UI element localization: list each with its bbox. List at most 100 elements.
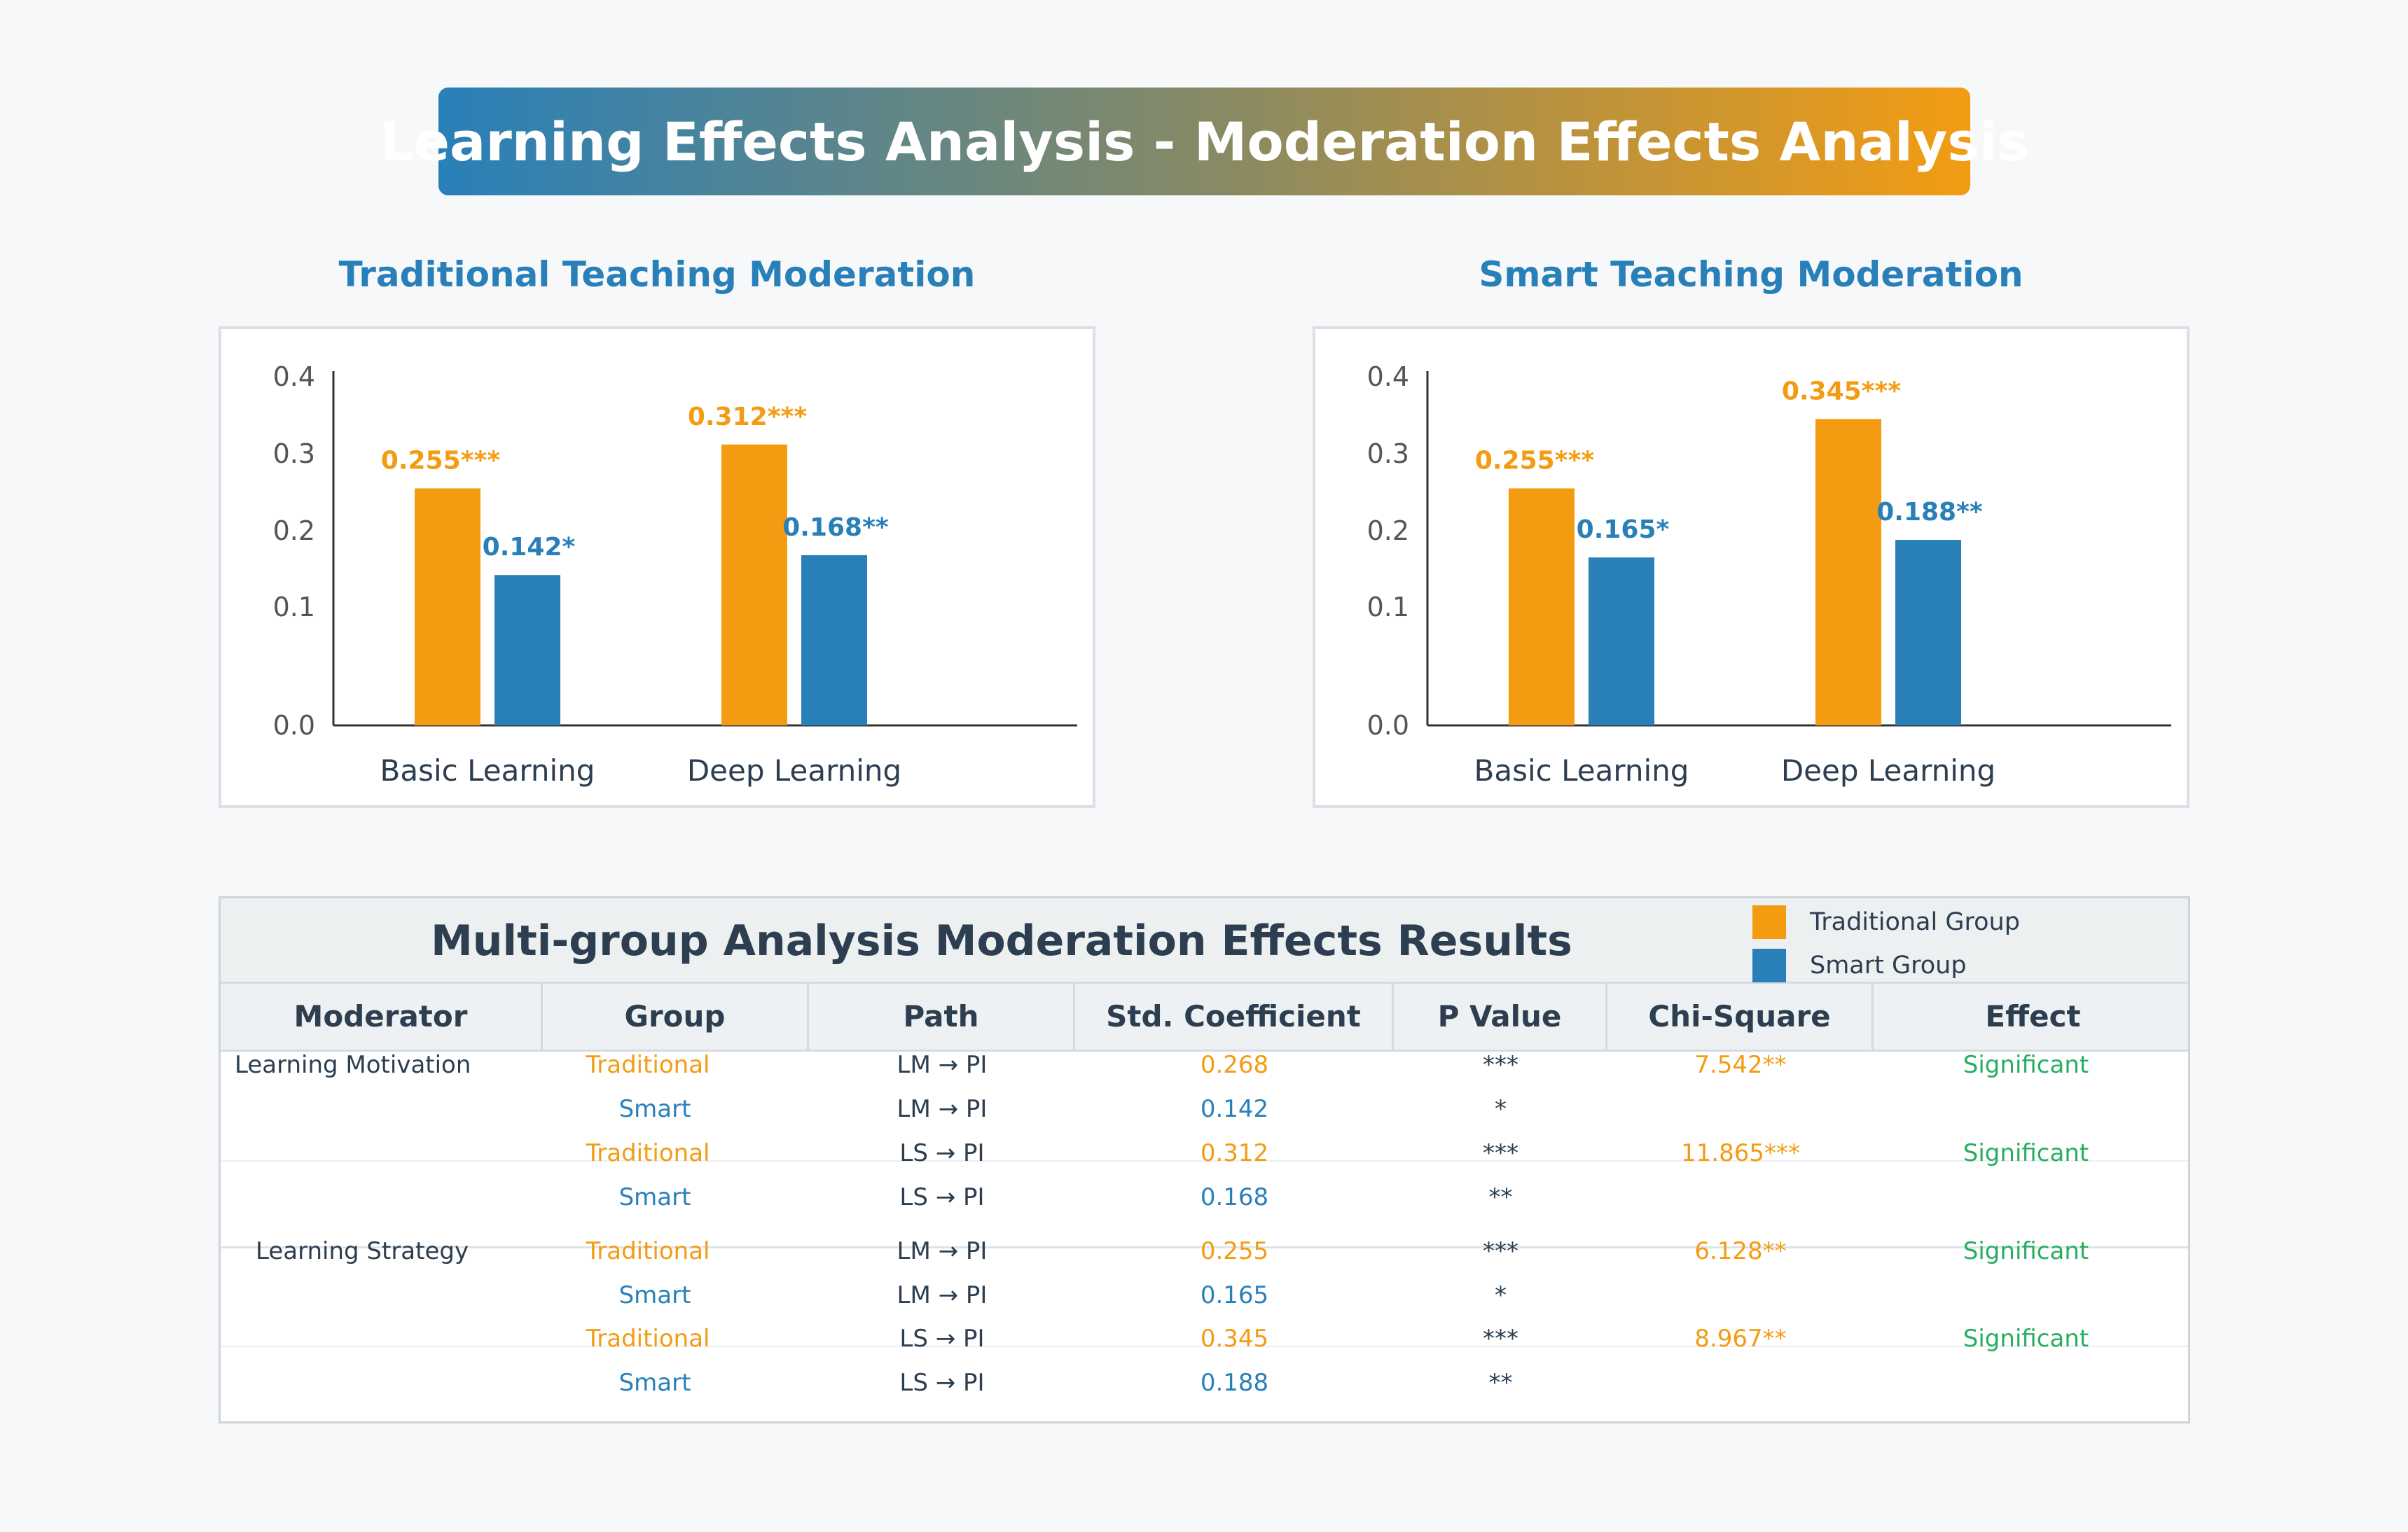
cell-coefficient: 0.312	[1200, 1139, 1269, 1167]
cell-group: Smart	[618, 1281, 691, 1309]
cell-effect: Significant	[1963, 1139, 2089, 1167]
cell-chi-square: 7.542**	[1694, 1051, 1787, 1079]
group-divider	[221, 1246, 2188, 1248]
cell-path: LS → PI	[899, 1369, 985, 1397]
legend-swatch-smart	[1752, 949, 1786, 982]
data-label: 0.345***	[1782, 377, 1902, 406]
cell-path: LM → PI	[897, 1281, 988, 1309]
bar-traditional	[1815, 419, 1881, 725]
cell-moderator: Learning Motivation	[235, 1051, 471, 1079]
cell-chi-square: 6.128**	[1694, 1237, 1787, 1265]
x-tick-label: Deep Learning	[687, 753, 901, 788]
cell-group: Traditional	[586, 1325, 710, 1353]
row-divider	[221, 1160, 2188, 1162]
cell-chi-square	[1607, 1274, 1874, 1317]
cell-effect: Significant	[1963, 1051, 2089, 1079]
x-tick-label: Basic Learning	[1474, 753, 1689, 788]
cell-effect	[1867, 1176, 2185, 1219]
cell-coefficient: 0.188	[1200, 1369, 1269, 1397]
cell-moderator: Learning Strategy	[256, 1237, 469, 1265]
legend-swatch-traditional	[1752, 905, 1786, 939]
data-label: 0.312***	[688, 403, 808, 431]
column-header-path: Path	[809, 984, 1075, 1050]
y-tick-label: 0.4	[273, 361, 315, 392]
cell-p-value: ***	[1483, 1325, 1518, 1353]
cell-p-value: ***	[1483, 1051, 1518, 1079]
legend-label-smart: Smart Group	[1810, 952, 1967, 980]
cell-group: Smart	[618, 1183, 691, 1211]
y-tick-label: 0.0	[273, 710, 315, 741]
bar-smart	[494, 575, 560, 725]
table-header-row: Moderator Group Path Std. Coefficient P Valu…	[221, 984, 2188, 1052]
cell-group: Smart	[618, 1095, 691, 1123]
column-header-moderator: Moderator	[221, 984, 543, 1050]
cell-moderator	[235, 1176, 536, 1219]
legend-label-traditional: Traditional Group	[1810, 908, 2020, 936]
chart-smart-svg: 0.0 0.1 0.2 0.3 0.4 Basic Learning 0.255*** 0.1…	[1367, 361, 2171, 788]
chart-title-traditional: Traditional Teaching Moderation	[338, 254, 976, 295]
cell-p-value: **	[1488, 1183, 1513, 1211]
cell-coefficient: 0.165	[1200, 1281, 1269, 1309]
table-title: Multi-group Analysis Moderation Effects …	[431, 917, 1572, 966]
cell-p-value: **	[1488, 1369, 1513, 1397]
cell-group: Traditional	[586, 1051, 710, 1079]
cell-p-value: *	[1495, 1281, 1507, 1309]
cell-effect: Significant	[1963, 1237, 2089, 1265]
row-divider	[221, 1346, 2188, 1347]
y-tick-label: 0.2	[1367, 515, 1409, 546]
bar-smart	[1895, 540, 1961, 725]
legend-item-traditional: Traditional Group	[1752, 905, 2020, 940]
cell-effect	[1867, 1274, 2185, 1317]
cell-coefficient: 0.345	[1200, 1325, 1269, 1353]
cell-moderator	[235, 1131, 536, 1175]
cell-path: LS → PI	[899, 1183, 985, 1211]
results-table-panel: Multi-group Analysis Moderation Effects …	[219, 896, 2190, 1423]
y-tick-label: 0.1	[273, 592, 315, 622]
cell-path: LS → PI	[899, 1325, 985, 1353]
cell-effect: Significant	[1963, 1325, 2089, 1353]
cell-coefficient: 0.255	[1200, 1237, 1269, 1265]
data-label: 0.255***	[381, 447, 501, 475]
cell-coefficient: 0.142	[1200, 1095, 1269, 1123]
y-tick-label: 0.2	[273, 515, 315, 546]
data-label: 0.188**	[1876, 498, 1983, 527]
cell-path: LM → PI	[897, 1095, 988, 1123]
chart-title-smart: Smart Teaching Moderation	[1479, 254, 2023, 295]
page-banner: Learning Effects Analysis - Moderation E…	[380, 88, 2029, 195]
cell-moderator	[235, 1087, 536, 1131]
column-header-std-coefficient: Std. Coefficient	[1075, 984, 1394, 1050]
data-label: 0.168**	[782, 513, 889, 542]
x-tick-label: Basic Learning	[380, 753, 595, 788]
y-tick-label: 0.1	[1367, 592, 1409, 622]
cell-coefficient: 0.168	[1200, 1183, 1269, 1211]
cell-moderator	[256, 1274, 557, 1317]
column-header-effect: Effect	[1985, 999, 2081, 1033]
cell-group: Smart	[618, 1369, 691, 1397]
bar-traditional	[415, 488, 480, 725]
table-title-band: Multi-group Analysis Moderation Effects …	[221, 898, 2188, 984]
legend-item-smart: Smart Group	[1752, 948, 1967, 983]
cell-path: LM → PI	[897, 1237, 988, 1265]
y-tick-label: 0.3	[273, 438, 315, 469]
cell-chi-square	[1607, 1087, 1874, 1131]
y-tick-label: 0.4	[1367, 361, 1409, 392]
cell-moderator	[256, 1317, 557, 1360]
cell-effect	[1867, 1361, 2185, 1405]
cell-chi-square: 11.865***	[1681, 1139, 1800, 1167]
bar-smart	[1589, 557, 1654, 725]
cell-p-value: *	[1495, 1095, 1507, 1123]
data-label: 0.255***	[1475, 447, 1595, 475]
cell-p-value: ***	[1483, 1139, 1518, 1167]
bar-smart	[801, 555, 867, 725]
cell-coefficient: 0.268	[1200, 1051, 1269, 1079]
bar-traditional	[1509, 488, 1575, 725]
page-title: Learning Effects Analysis - Moderation E…	[380, 110, 2029, 173]
y-tick-label: 0.0	[1367, 710, 1409, 741]
data-label: 0.142*	[483, 533, 576, 562]
cell-path: LS → PI	[899, 1139, 985, 1167]
bar-traditional	[721, 444, 787, 725]
column-header-group: Group	[543, 984, 809, 1050]
cell-chi-square: 8.967**	[1694, 1325, 1787, 1353]
cell-moderator	[256, 1361, 557, 1405]
chart-smart-teaching: 0.0 0.1 0.2 0.3 0.4 Basic Learning 0.255*** 0.1…	[1313, 326, 2189, 808]
